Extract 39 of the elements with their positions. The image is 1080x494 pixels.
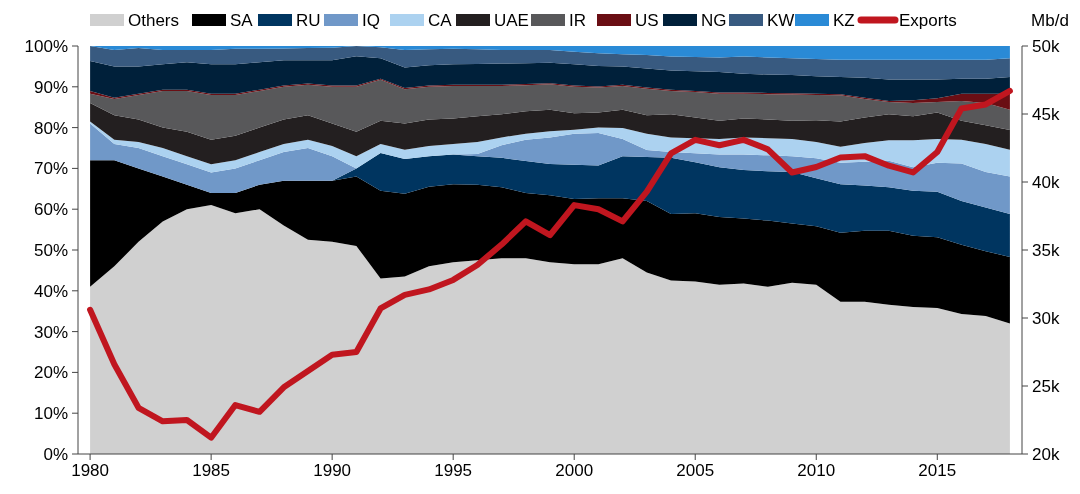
x-tick-label: 2010 <box>797 461 836 480</box>
legend-label: IR <box>569 10 586 30</box>
y2-tick-label: 35k <box>1032 240 1060 260</box>
legend-label: CA <box>428 10 453 30</box>
y-tick-label: 50% <box>33 240 68 260</box>
x-tick-label: 1990 <box>313 461 352 480</box>
y-tick-label: 40% <box>33 281 68 301</box>
legend-label: NG <box>701 10 727 30</box>
y2-tick-label: 50k <box>1032 36 1060 56</box>
y-tick-label: 80% <box>33 118 68 138</box>
x-tick-label: 2015 <box>918 461 957 480</box>
text: Mb/d <box>1031 10 1069 30</box>
legend-label: Others <box>128 10 180 30</box>
y-tick-label: 10% <box>33 404 68 424</box>
legend-label: UAE <box>494 10 529 30</box>
x-tick-label: 1980 <box>71 461 110 480</box>
legend-label: IQ <box>362 10 380 30</box>
y2-tick-label: 45k <box>1032 104 1060 124</box>
y-tick-label: 20% <box>33 363 68 383</box>
y2-tick-label: 30k <box>1032 308 1060 328</box>
y2-tick-label: 40k <box>1032 172 1060 192</box>
legend-label: SA <box>230 10 254 30</box>
legend-label: KZ <box>833 10 855 30</box>
x-tick-label: 2005 <box>676 461 715 480</box>
x-tick-label: 1985 <box>192 461 231 480</box>
y-tick-label: 70% <box>33 159 68 179</box>
y2-tick-label: 25k <box>1032 376 1060 396</box>
x-tick-label: 1995 <box>434 461 473 480</box>
x-tick-label: 2000 <box>555 461 594 480</box>
legend-label: RU <box>296 10 321 30</box>
y-tick-label: 100% <box>24 36 68 56</box>
y-tick-label: 90% <box>33 77 68 97</box>
y-tick-label: 60% <box>33 200 68 220</box>
legend-label: KW <box>767 10 795 30</box>
y-tick-label: 30% <box>33 322 68 342</box>
legend-label: US <box>635 10 659 30</box>
legend-label: Exports <box>899 10 957 30</box>
y2-tick-label: 20k <box>1032 444 1060 464</box>
y-tick-label: 0% <box>43 444 68 464</box>
